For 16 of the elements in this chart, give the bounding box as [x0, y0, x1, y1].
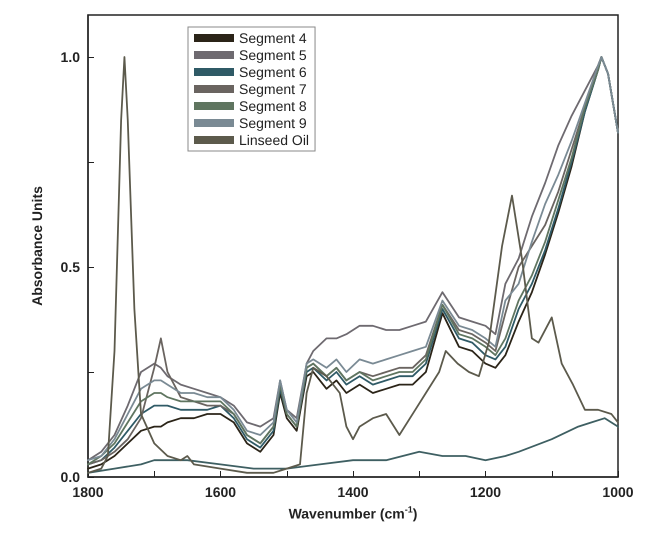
x-tick-label: 1800 — [72, 484, 104, 500]
x-tick-label: 1600 — [204, 484, 236, 500]
legend-label: Linseed Oil — [239, 132, 310, 148]
y-tick-label: 0.0 — [60, 469, 80, 485]
legend-label: Segment 5 — [239, 47, 307, 63]
y-tick-label: 1.0 — [60, 49, 80, 65]
legend-label: Segment 4 — [239, 30, 307, 46]
x-tick-label: 1400 — [337, 484, 369, 500]
legend-label: Segment 7 — [239, 81, 307, 97]
x-tick-label: 1200 — [470, 484, 502, 500]
legend-label: Segment 6 — [239, 64, 307, 80]
y-tick-label: 0.5 — [60, 259, 80, 275]
legend-label: Segment 8 — [239, 98, 307, 114]
legend-label: Segment 9 — [239, 115, 307, 131]
x-tick-label: 1000 — [602, 484, 634, 500]
y-axis-title: Absorbance Units — [29, 186, 45, 306]
